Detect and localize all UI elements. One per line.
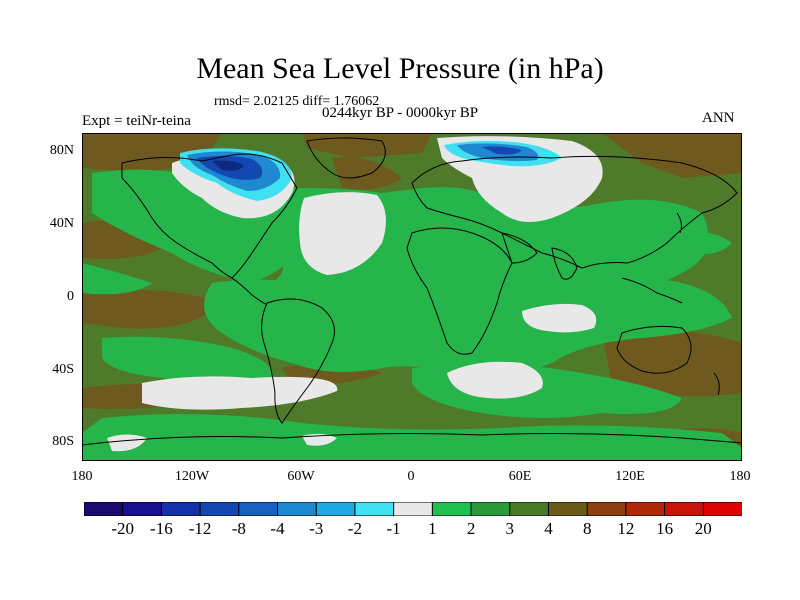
colorbar-swatch [238, 502, 279, 516]
colorbar-swatch [431, 502, 473, 516]
colorbar-label: -1 [386, 519, 401, 538]
colorbar-label: 4 [544, 519, 553, 538]
lon-label-60e: 60E [508, 469, 532, 484]
colorbar-swatch [702, 502, 742, 516]
colorbar-swatch [393, 502, 434, 516]
colorbar-label: 20 [694, 519, 712, 538]
colorbar-label: 3 [505, 519, 515, 538]
colorbar-label: 2 [466, 519, 476, 538]
colorbar-swatch [625, 502, 666, 516]
lon-label-180e: 180 [729, 469, 751, 484]
colorbar-swatch [354, 502, 395, 516]
colorbar-swatch [199, 502, 240, 516]
lon-label-120w: 120W [174, 469, 210, 484]
season-label: ANN [702, 110, 735, 126]
lat-label-80s: 80S [52, 434, 74, 449]
lon-label-0: 0 [407, 469, 415, 484]
colorbar-swatch [470, 502, 511, 516]
lat-label-40s: 40S [52, 362, 74, 377]
colorbar-swatch [547, 502, 589, 516]
colorbar-label: -20 [111, 519, 135, 538]
colorbar-label: -12 [188, 519, 212, 538]
plot-title: Mean Sea Level Pressure (in hPa) [196, 52, 604, 85]
colorbar-swatch [122, 502, 163, 516]
colorbar-label: -8 [231, 519, 246, 538]
colorbar-swatch [509, 502, 550, 516]
lat-label-80n: 80N [49, 143, 74, 158]
colorbar-label: 16 [656, 519, 674, 538]
experiment-label: Expt = teiNr-teina [82, 113, 191, 129]
colorbar-label: -3 [309, 519, 324, 538]
lon-label-120e: 120E [615, 469, 645, 484]
colorbar-label: 8 [582, 519, 592, 538]
period-text: 0244kyr BP - 0000kyr BP [322, 105, 479, 121]
pressure-map [82, 133, 742, 461]
colorbar-label: -16 [150, 519, 173, 538]
coastlines [82, 137, 742, 446]
colorbar-swatch [586, 502, 627, 516]
lat-label-0: 0 [67, 289, 74, 304]
stats-text: rmsd= 2.02125 diff= 1.76062 [214, 94, 380, 109]
colorbar-label: -2 [347, 519, 362, 538]
colorbar-swatch [160, 502, 202, 516]
colorbar-swatch [664, 502, 705, 516]
lon-label-60w: 60W [287, 469, 315, 484]
colorbar-swatch [315, 502, 356, 516]
colorbar-label: 1 [428, 519, 437, 538]
colorbar-swatch [84, 502, 124, 516]
lon-label-180w: 180 [71, 469, 93, 484]
lat-label-40n: 40N [49, 216, 74, 231]
colorbar [84, 502, 742, 516]
colorbar-label: -4 [270, 519, 285, 538]
colorbar-label: 12 [617, 519, 635, 538]
colorbar-swatch [277, 502, 318, 516]
map-frame [82, 133, 742, 461]
